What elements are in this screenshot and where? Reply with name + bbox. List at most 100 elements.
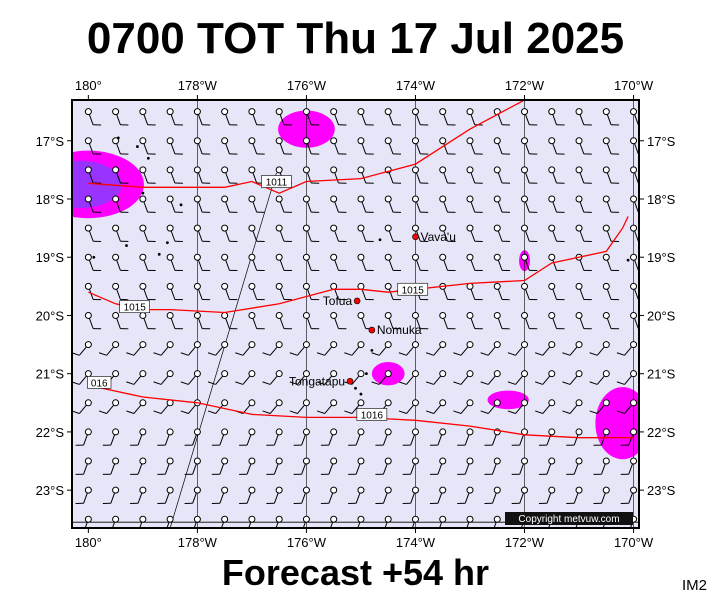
wind-barb (139, 224, 156, 242)
map-frame (71, 99, 640, 529)
lon-label-bottom: 178°W (178, 535, 218, 550)
wind-barb (425, 341, 447, 356)
wind-barb (193, 166, 211, 184)
wind-barb (302, 282, 320, 301)
wind-barb (184, 428, 201, 446)
island (626, 258, 630, 262)
wind-barb (466, 311, 483, 330)
lon-label-bottom: 180° (75, 535, 102, 550)
wind-barb (384, 282, 402, 301)
lat-label-left: 22°S (36, 425, 65, 440)
isobar-label: 1011 (261, 175, 292, 189)
wind-barb (429, 457, 447, 475)
wind-barb (357, 137, 374, 155)
wind-barb (75, 486, 92, 504)
lon-label-top: 180° (75, 78, 102, 93)
isobar-label-text: 1015 (402, 285, 425, 296)
wind-barb (493, 282, 511, 301)
wind-barb (166, 166, 183, 184)
wind-barb (348, 428, 365, 446)
wind-barb (262, 370, 283, 385)
wind-barb (457, 457, 474, 475)
wind-barb (630, 166, 639, 184)
wind-barb (262, 399, 283, 415)
lat-label-left: 20°S (36, 308, 65, 323)
wind-barb (411, 166, 429, 184)
axis-ticks: 180° 180° 178°W 178°W 176°W 176°W 174°W 174°W 17… (36, 78, 676, 550)
wind-barb (139, 311, 156, 330)
wind-barb (330, 311, 347, 330)
isobar-label: 1015 (119, 300, 150, 314)
wind-barb (157, 457, 174, 475)
wind-barb (411, 515, 419, 528)
wind-barb (248, 224, 265, 242)
wind-barb (130, 457, 147, 475)
wind-barb (616, 399, 638, 415)
wind-barb (126, 341, 147, 356)
place-tongatapu: Tongatapu (289, 374, 354, 388)
wind-barb (248, 311, 265, 330)
lon-label-bottom: 170°W (614, 535, 654, 550)
wind-barb (457, 428, 474, 446)
wind-barb (402, 428, 419, 446)
lat-label-right: 21°S (647, 367, 676, 382)
wind-barb (166, 137, 183, 155)
wind-barb (221, 195, 238, 213)
wind-barb (211, 428, 229, 446)
wind-barb (112, 166, 129, 184)
wind-barb (466, 195, 483, 213)
wind-barb (398, 370, 419, 385)
wind-barb (548, 311, 565, 330)
wind-barb (602, 282, 620, 301)
wind-barb (548, 282, 565, 301)
wind-barb (320, 428, 338, 446)
wind-barb (602, 108, 620, 126)
wind-barb (425, 399, 447, 415)
wind-barb (575, 195, 592, 213)
place-tofua: Tofua (323, 294, 361, 308)
wind-barb (480, 399, 501, 415)
lon-label-top: 170°W (614, 78, 654, 93)
wind-barb (139, 108, 156, 126)
lat-label-right: 18°S (647, 192, 676, 207)
wind-barb (157, 428, 174, 446)
lon-label-top: 174°W (396, 78, 436, 93)
wind-barb (566, 457, 583, 475)
wind-barb (112, 137, 129, 155)
wind-barb (166, 224, 183, 242)
wind-barb (211, 486, 229, 504)
wind-barb (75, 428, 92, 446)
wind-barb (630, 224, 639, 242)
wind-barb (439, 253, 456, 272)
wind-barb (439, 311, 456, 330)
wind-barb (221, 253, 238, 272)
wind-barb (439, 137, 456, 155)
wind-barb (84, 224, 102, 242)
wind-barb (293, 486, 310, 504)
place-name: Tongatapu (289, 374, 345, 388)
wind-barb (166, 515, 174, 528)
wind-barb (630, 282, 639, 301)
wind-barb (493, 137, 511, 155)
wind-barb (466, 253, 483, 272)
lat-label-right: 20°S (647, 308, 676, 323)
wind-barb (593, 457, 610, 475)
wind-barb (221, 108, 238, 126)
wind-barb (139, 137, 156, 155)
wind-barb (239, 457, 256, 475)
wind-barb (630, 195, 639, 213)
wind-barb (248, 108, 265, 126)
wind-barb (616, 370, 638, 385)
lon-label-top: 178°W (178, 78, 218, 93)
wind-barb (289, 341, 310, 356)
lat-label-right: 22°S (647, 425, 676, 440)
wind-barb (493, 515, 501, 528)
wind-barb (153, 370, 174, 385)
lon-label-top: 172°W (505, 78, 545, 93)
wind-barb (102, 457, 120, 475)
wind-barb (548, 224, 565, 242)
wind-barb (548, 166, 565, 184)
wind-barb (72, 399, 92, 415)
wind-barb (562, 341, 583, 356)
wind-barb (357, 282, 374, 301)
